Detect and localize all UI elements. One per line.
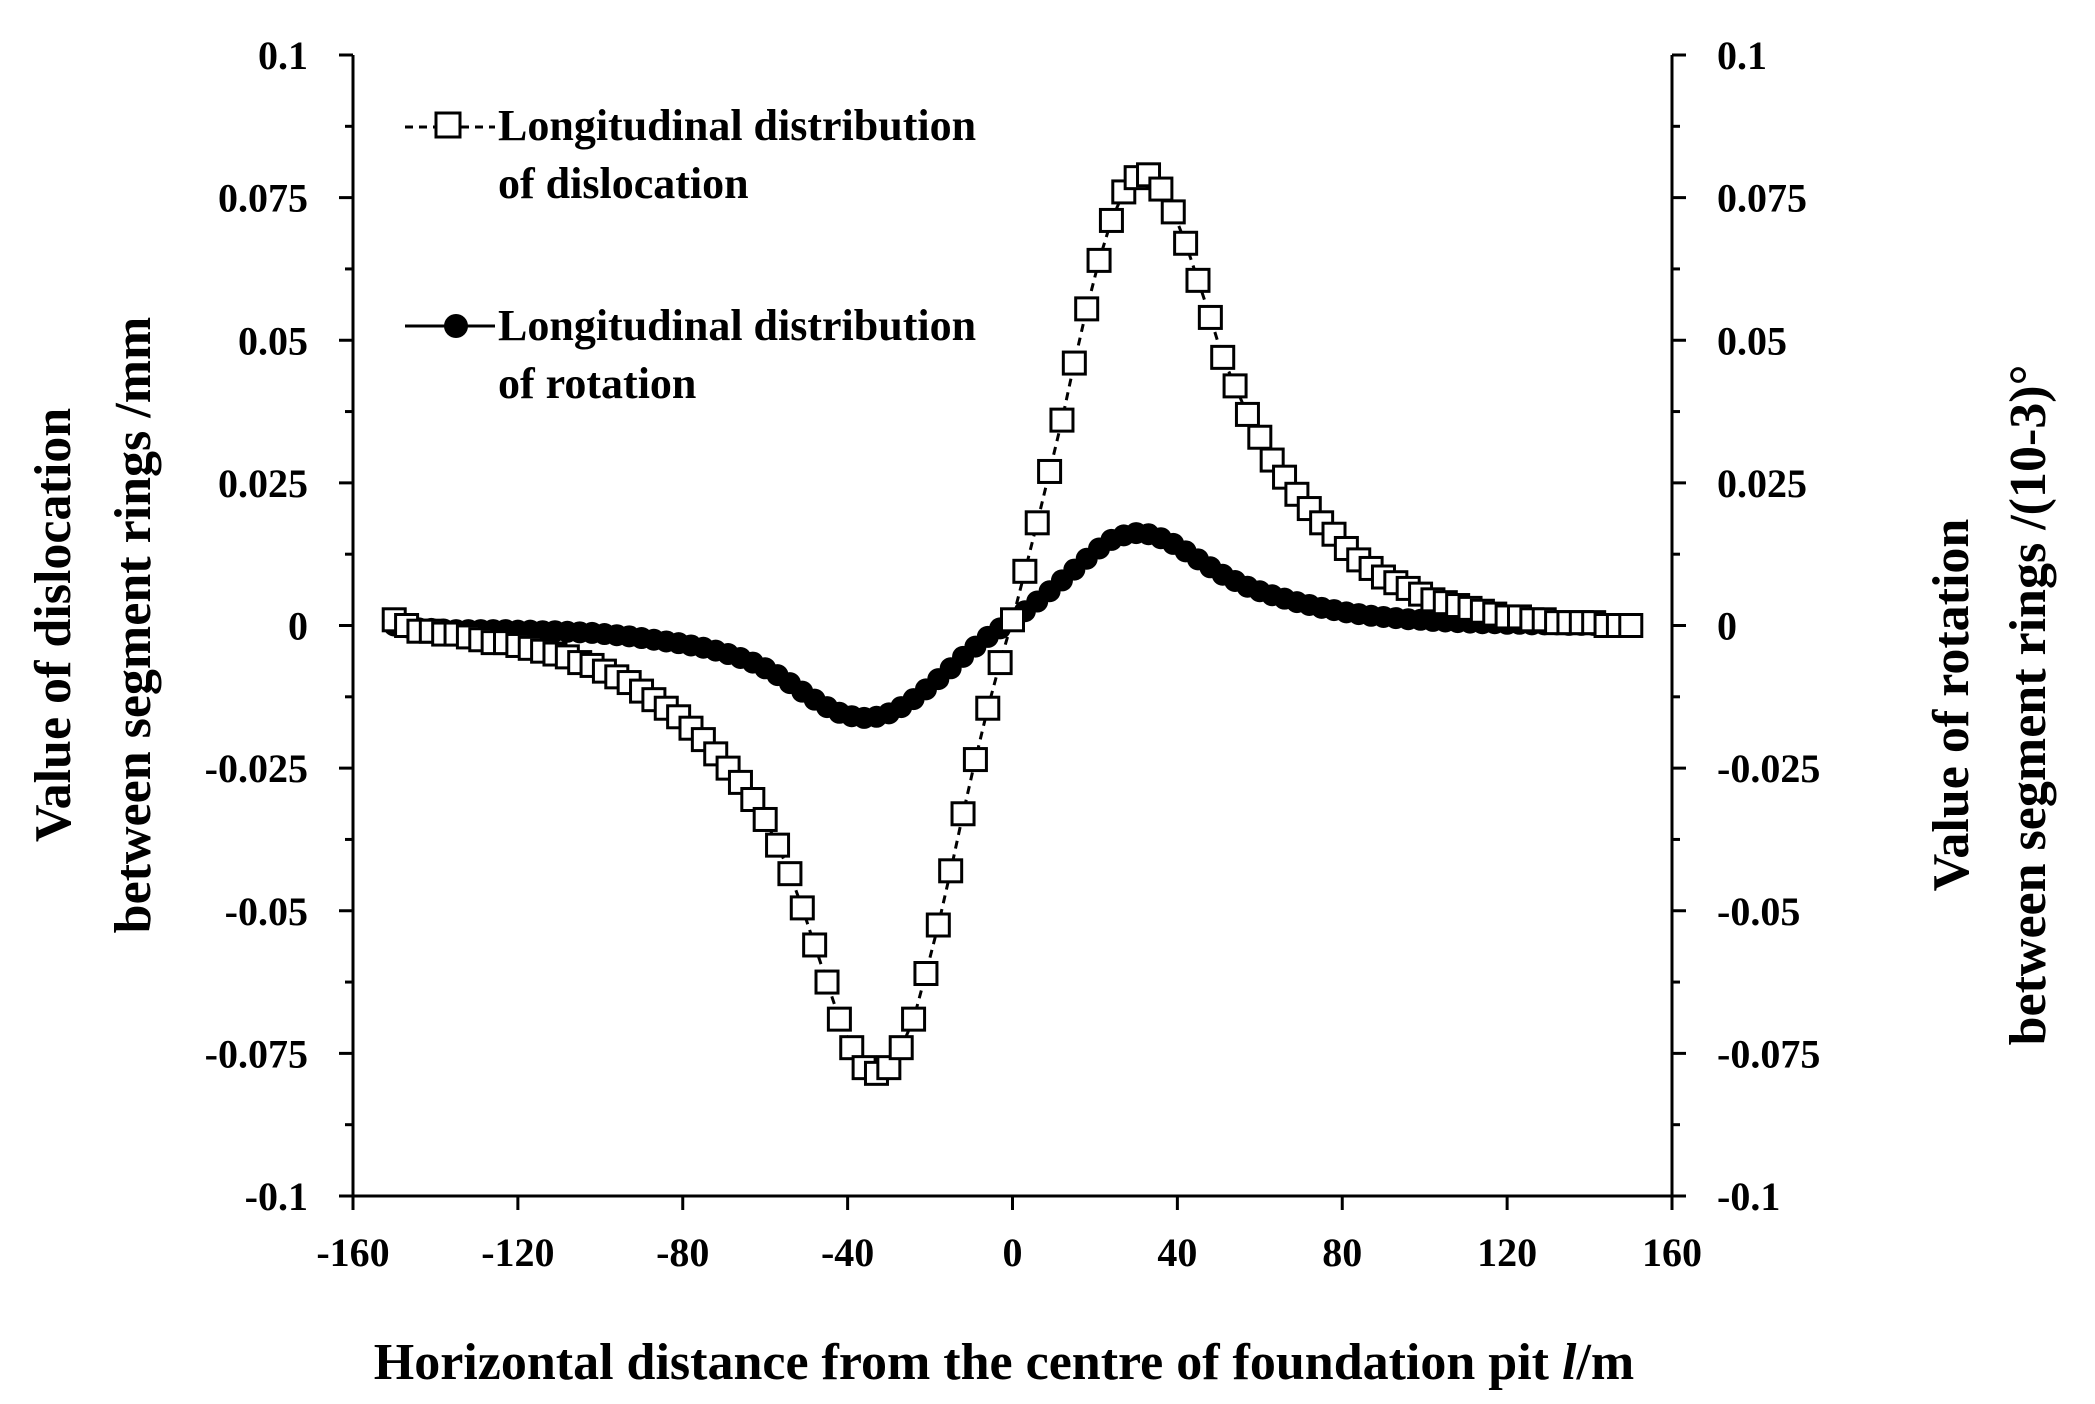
- y-tick-label-right: 0.05: [1717, 318, 1787, 363]
- y-tick-label-right: -0.075: [1717, 1031, 1820, 1076]
- y-tick-label-left: -0.1: [245, 1174, 308, 1219]
- dislocation-point: [1185, 267, 1211, 293]
- dislocation-point: [777, 861, 803, 887]
- dislocation-point: [752, 806, 778, 832]
- legend-dislocation-label-line1: Longitudinal distribution: [498, 101, 976, 150]
- dislocation-point: [1037, 458, 1063, 484]
- legend-dislocation-label-line2: of dislocation: [498, 159, 749, 208]
- dislocation-point: [1197, 304, 1223, 330]
- dislocation-point: [789, 895, 815, 921]
- dislocation-point: [765, 832, 791, 858]
- y-tick-label-right: -0.1: [1717, 1174, 1780, 1219]
- y-tick-label-left: 0.075: [218, 176, 308, 221]
- x-tick-label: 80: [1322, 1230, 1362, 1275]
- x-tick-label: 0: [1003, 1230, 1023, 1275]
- dislocation-point: [888, 1035, 914, 1061]
- dislocation-point: [1086, 247, 1112, 273]
- dislocation-point: [802, 932, 828, 958]
- dislocation-point: [1222, 373, 1248, 399]
- y-tick-label-left: 0.05: [238, 318, 308, 363]
- dislocation-point: [950, 801, 976, 827]
- y-tick-label-left: 0.1: [258, 33, 308, 78]
- y-tick-label-left: -0.075: [205, 1031, 308, 1076]
- x-tick-label: -40: [821, 1230, 874, 1275]
- x-tick-label: 120: [1477, 1230, 1537, 1275]
- y-axis-right-title-line2: between segment rings /(10-3)°: [2000, 365, 2057, 1046]
- legend-rotation-marker: [444, 314, 468, 338]
- dislocation-point: [1160, 199, 1186, 225]
- y-tick-label-left: 0.025: [218, 461, 308, 506]
- x-axis-title: Horizontal distance from the centre of f…: [374, 1334, 1634, 1391]
- dislocation-point: [975, 695, 1001, 721]
- dislocation-point: [1012, 558, 1038, 584]
- dislocation-point: [901, 1006, 927, 1032]
- dislocation-point: [814, 969, 840, 995]
- dislocation-point: [938, 858, 964, 884]
- dislocation-point: [1049, 407, 1075, 433]
- legend-rotation-label-line1: Longitudinal distribution: [498, 301, 976, 350]
- dislocation-point: [987, 650, 1013, 676]
- y-axis-left-title-line1: Value of dislocation: [25, 408, 82, 842]
- legend-rotation-label-line2: of rotation: [498, 359, 696, 408]
- y-tick-label-right: 0: [1717, 604, 1737, 649]
- dislocation-point: [1024, 510, 1050, 536]
- x-tick-label: 160: [1642, 1230, 1702, 1275]
- dislocation-point: [1618, 613, 1644, 638]
- x-tick-label: -120: [481, 1230, 554, 1275]
- legend: Longitudinal distribution of dislocation…: [405, 101, 976, 408]
- dislocation-point: [925, 912, 951, 938]
- y-axis-right-title-line1: Value of rotation: [1923, 519, 1980, 892]
- y-tick-label-left: -0.025: [205, 746, 308, 791]
- y-tick-label-right: 0.025: [1717, 461, 1807, 506]
- dislocation-point: [826, 1006, 852, 1032]
- dislocation-point: [1234, 401, 1260, 427]
- dislocation-point: [1173, 230, 1199, 256]
- dislocation-point: [1074, 296, 1100, 322]
- dislocation-point: [1247, 424, 1273, 450]
- y-tick-label-right: -0.05: [1717, 889, 1800, 934]
- legend-dislocation-marker: [434, 111, 462, 139]
- dislocation-point: [962, 747, 988, 773]
- y-tick-label-right: -0.025: [1717, 746, 1820, 791]
- dislocation-point: [1061, 350, 1087, 376]
- y-axis-left-title-line2: between segment rings /mm: [105, 317, 162, 934]
- x-tick-label: 40: [1157, 1230, 1197, 1275]
- x-tick-label: -80: [656, 1230, 709, 1275]
- series-layer: [381, 162, 1644, 1086]
- dislocation-point: [1098, 207, 1124, 233]
- dislocation-point: [913, 961, 939, 987]
- y-tick-label-right: 0.075: [1717, 176, 1807, 221]
- axes-layer: -160 -120 -80 -40 0 40 80 120 160 0.1 0.1 0.075 0.07…: [205, 33, 1821, 1275]
- dislocation-point: [1148, 176, 1174, 202]
- y-tick-label-left: 0: [288, 604, 308, 649]
- dislocation-point: [1210, 344, 1236, 370]
- y-tick-label-left: -0.05: [225, 889, 308, 934]
- y-tick-label-right: 0.1: [1717, 33, 1767, 78]
- x-tick-label: -160: [316, 1230, 389, 1275]
- dislocation-point: [1000, 607, 1025, 633]
